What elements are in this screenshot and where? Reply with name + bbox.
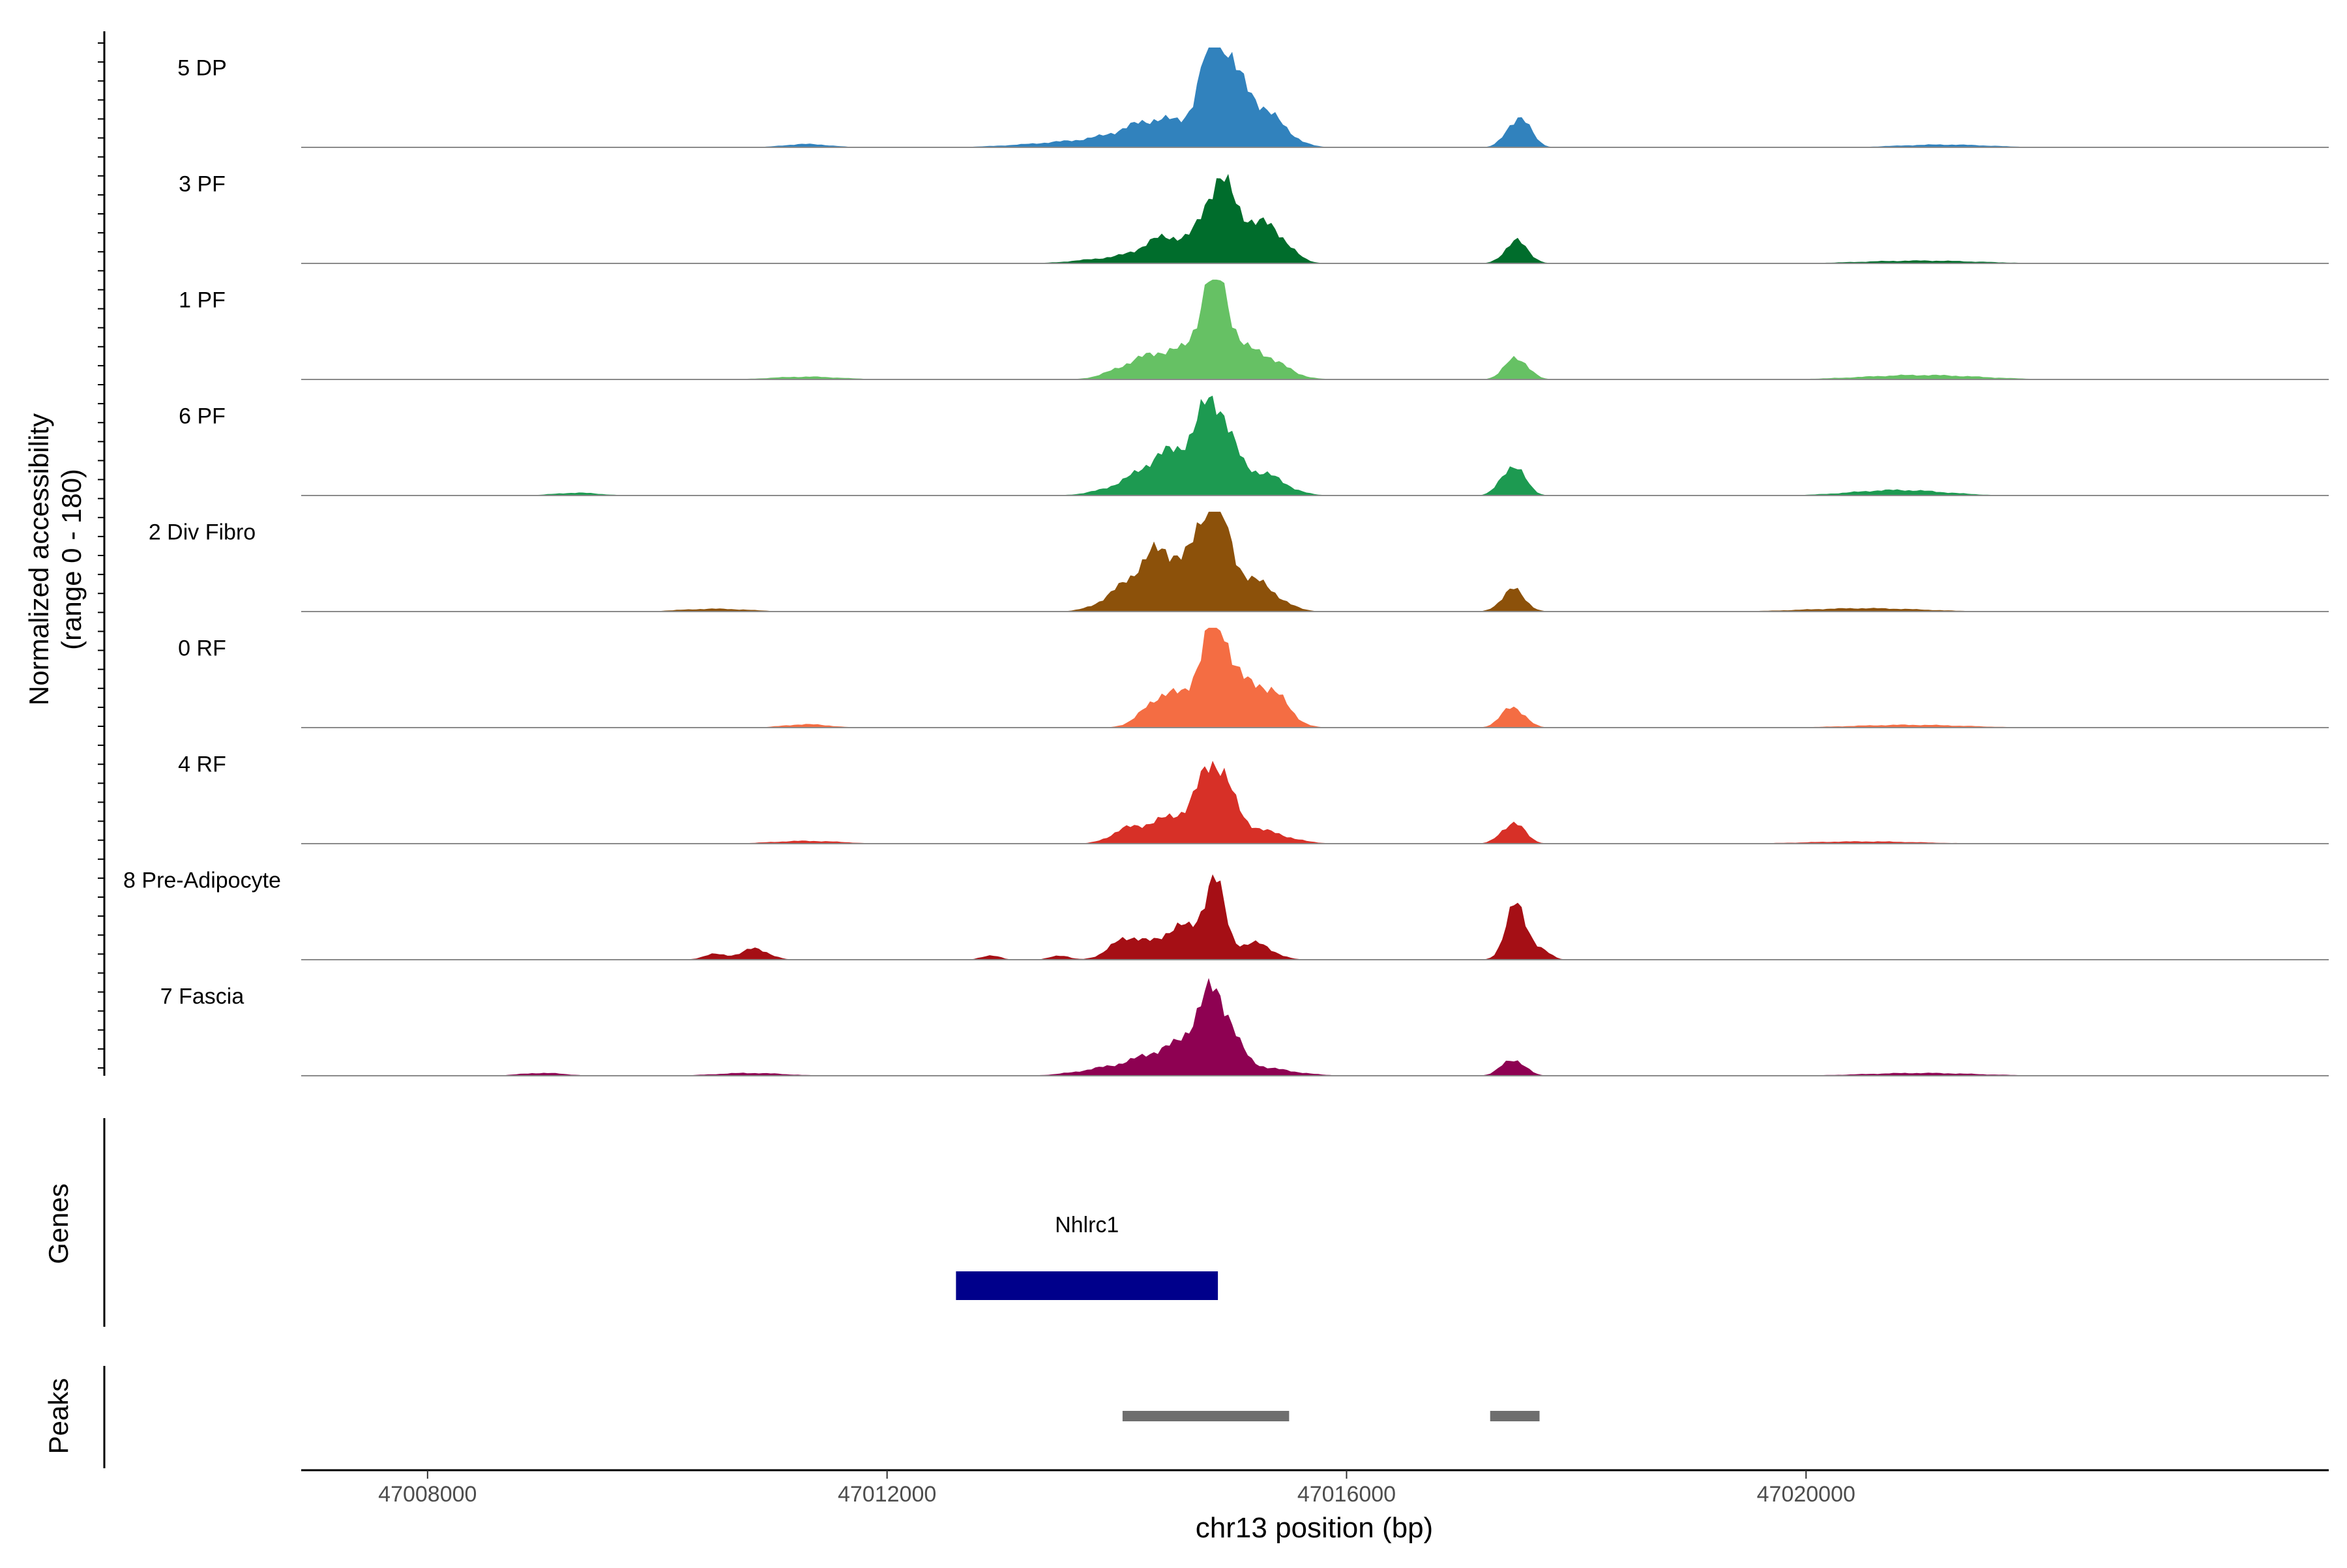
track-5-dp: 5 DP	[177, 47, 2329, 148]
y-axis-label-line1: Normalized accessibility	[23, 413, 54, 705]
track-label-5-dp: 5 DP	[177, 56, 227, 81]
x-tick-label: 47012000	[838, 1482, 936, 1507]
x-axis: 47008000 47012000 47016000 47020000	[301, 1469, 2329, 1507]
track-label-8-pre-adipocyte: 8 Pre-Adipocyte	[123, 868, 281, 893]
track-2-div-fibro: 2 Div Fibro	[149, 511, 2329, 612]
track-8-pre-adipocyte: 8 Pre-Adipocyte	[123, 868, 2329, 960]
y-axis-label-line2: (range 0 - 180)	[56, 469, 87, 650]
track-label-4-rf: 4 RF	[178, 752, 226, 777]
coverage-area-7-fascia	[301, 978, 2257, 1076]
left-axes-layer	[98, 31, 106, 1468]
gene-body-nhlrc1	[956, 1271, 1218, 1300]
peak-region-2	[1490, 1411, 1540, 1421]
track-label-1-pf: 1 PF	[179, 288, 226, 313]
coverage-area-6-pf	[301, 395, 2257, 496]
track-label-0-rf: 0 RF	[178, 636, 226, 661]
track-label-3-pf: 3 PF	[179, 172, 226, 197]
peak-regions-layer	[1122, 1411, 1540, 1421]
gene-label-nhlrc1: Nhlrc1	[1055, 1213, 1119, 1237]
coverage-area-1-pf	[301, 279, 2257, 379]
track-label-7-fascia: 7 Fascia	[160, 984, 244, 1009]
coverage-area-0-rf	[301, 627, 2257, 728]
track-4-rf: 4 RF	[178, 752, 2329, 844]
track-0-rf: 0 RF	[178, 627, 2329, 728]
track-label-6-pf: 6 PF	[179, 404, 226, 429]
coverage-area-2-div-fibro	[301, 511, 2257, 612]
track-7-fascia: 7 Fascia	[160, 978, 2329, 1076]
coverage-area-5-dp	[301, 47, 2257, 148]
track-label-2-div-fibro: 2 Div Fibro	[149, 520, 256, 545]
track-6-pf: 6 PF	[179, 395, 2329, 496]
tracks-layer: 5 DP 3 PF 1 PF 6 PF 2 Div Fibro 0 RF 4 RF 8 Pre…	[123, 47, 2329, 1076]
x-tick-label: 47008000	[378, 1482, 477, 1507]
coverage-area-8-pre-adipocyte	[301, 874, 2257, 960]
coverage-area-4-rf	[301, 760, 2257, 844]
track-1-pf: 1 PF	[179, 279, 2329, 380]
track-3-pf: 3 PF	[179, 172, 2329, 264]
x-tick-label: 47016000	[1297, 1482, 1396, 1507]
peaks-panel-label: Peaks	[43, 1378, 74, 1455]
peak-region-1	[1122, 1411, 1290, 1421]
coverage-area-3-pf	[301, 173, 2257, 263]
genes-layer: Nhlrc1	[956, 1213, 1218, 1300]
genes-panel-label: Genes	[43, 1183, 74, 1264]
x-axis-label: chr13 position (bp)	[1196, 1512, 1433, 1544]
x-tick-label: 47020000	[1757, 1482, 1855, 1507]
